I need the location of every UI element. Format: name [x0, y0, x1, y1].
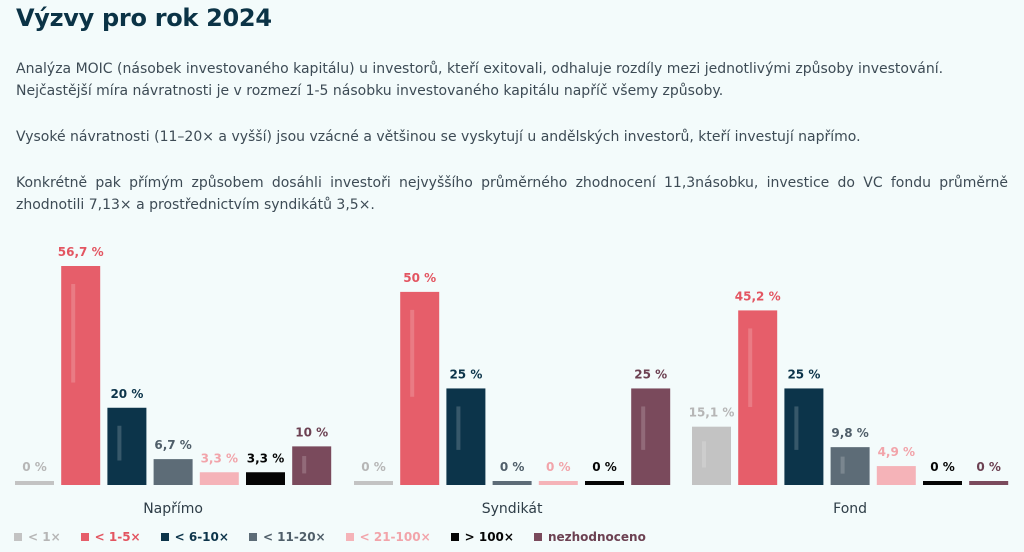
legend-label: < 1-5×	[94, 530, 141, 544]
bar	[830, 447, 870, 485]
averages-paragraph: Konkrétně pak přímým způsobem dosáhli in…	[16, 175, 1008, 213]
bar-value-label: 56,7 %	[58, 245, 104, 259]
bar-value-label: 0 %	[22, 460, 47, 474]
legend-swatch	[345, 533, 354, 541]
legend-item: < 6-10×	[160, 530, 229, 544]
bar	[292, 446, 332, 485]
bar-value-label: 0 %	[546, 460, 571, 474]
legend-label: nezhodnoceno	[547, 530, 646, 544]
bar	[923, 481, 962, 485]
bar-highlight	[748, 328, 753, 407]
legend-swatch	[450, 533, 459, 541]
legend-item: nezhodnoceno	[533, 530, 646, 544]
bar-value-label: 4,9 %	[878, 445, 915, 459]
bar	[153, 459, 193, 485]
bar-value-label: 0 %	[500, 460, 525, 474]
legend-item: > 100×	[450, 530, 514, 544]
bar	[61, 266, 101, 485]
bar	[969, 481, 1009, 485]
page-title: Výzvy pro rok 2024	[16, 4, 272, 32]
bar-value-label: 3,3 %	[201, 451, 238, 465]
moic-bar-chart: 0 % 56,7 % 20 % 6,7 % 3,3 % 3,3 % 10 % Napřímo 0…	[15, 245, 1009, 517]
bar-value-label: 6,7 %	[154, 438, 191, 452]
bar-value-label: 25 %	[634, 367, 667, 381]
bar	[446, 388, 486, 485]
bar	[585, 481, 624, 485]
bar	[631, 388, 671, 485]
legend-label: < 6-10×	[174, 530, 229, 544]
bar	[246, 472, 285, 485]
legend-item: < 1-5×	[80, 530, 141, 544]
bar	[692, 426, 731, 485]
bar-highlight	[840, 456, 845, 474]
legend-swatch	[533, 533, 542, 541]
bar-highlight	[302, 456, 307, 474]
legend-swatch	[80, 533, 89, 541]
bar	[354, 481, 393, 485]
bar-highlight	[410, 309, 415, 397]
category-label: Syndikát	[482, 501, 543, 517]
bar	[738, 310, 778, 485]
bar-value-label: 0 %	[976, 460, 1001, 474]
bar-value-label: 0 %	[592, 460, 617, 474]
bar-highlight	[71, 284, 76, 383]
bar-value-label: 0 %	[361, 460, 386, 474]
legend-item: < 1×	[14, 530, 61, 544]
bar-highlight	[641, 406, 646, 450]
bar-value-label: 45,2 %	[735, 289, 781, 303]
category-label: Fond	[833, 501, 867, 517]
bar-value-label: 25 %	[449, 367, 482, 381]
bar-value-label: 50 %	[403, 271, 436, 285]
bar	[15, 481, 54, 485]
bar-highlight	[702, 441, 706, 468]
bar-value-label: 25 %	[787, 367, 820, 381]
legend-label: > 100×	[464, 530, 514, 544]
high-returns-paragraph: Vysoké návratnosti (11–20× a vyšší) jsou…	[16, 129, 861, 145]
bar-value-label: 0 %	[930, 460, 955, 474]
legend-item: < 21-100×	[345, 530, 431, 544]
category-label: Napřímo	[143, 501, 203, 517]
chart-legend: < 1× < 1-5× < 6-10× < 11-20× < 21-100× > 100×…	[14, 530, 666, 544]
bar	[876, 466, 916, 485]
legend-swatch	[14, 533, 22, 541]
bar	[538, 481, 578, 485]
bar	[199, 472, 239, 485]
intro-paragraph: Analýza MOIC (násobek investovaného kapi…	[16, 61, 944, 99]
bar-value-label: 10 %	[295, 425, 328, 439]
legend-label: < 11-20×	[262, 530, 326, 544]
legend-item: < 11-20×	[248, 530, 326, 544]
bar-value-label: 20 %	[110, 387, 143, 401]
legend-swatch	[248, 533, 257, 541]
legend-label: < 1×	[28, 530, 61, 544]
bar-highlight	[117, 425, 122, 461]
bar	[784, 388, 824, 485]
legend-swatch	[160, 533, 169, 541]
bar-highlight	[794, 406, 799, 450]
bar-value-label: 3,3 %	[247, 451, 284, 465]
bar-highlight	[456, 406, 461, 450]
legend-label: < 21-100×	[359, 530, 431, 544]
bar-value-label: 15,1 %	[689, 406, 735, 420]
bar-value-label: 9,8 %	[831, 426, 868, 440]
bar	[400, 291, 440, 485]
bar	[107, 407, 147, 485]
bar	[492, 481, 532, 485]
